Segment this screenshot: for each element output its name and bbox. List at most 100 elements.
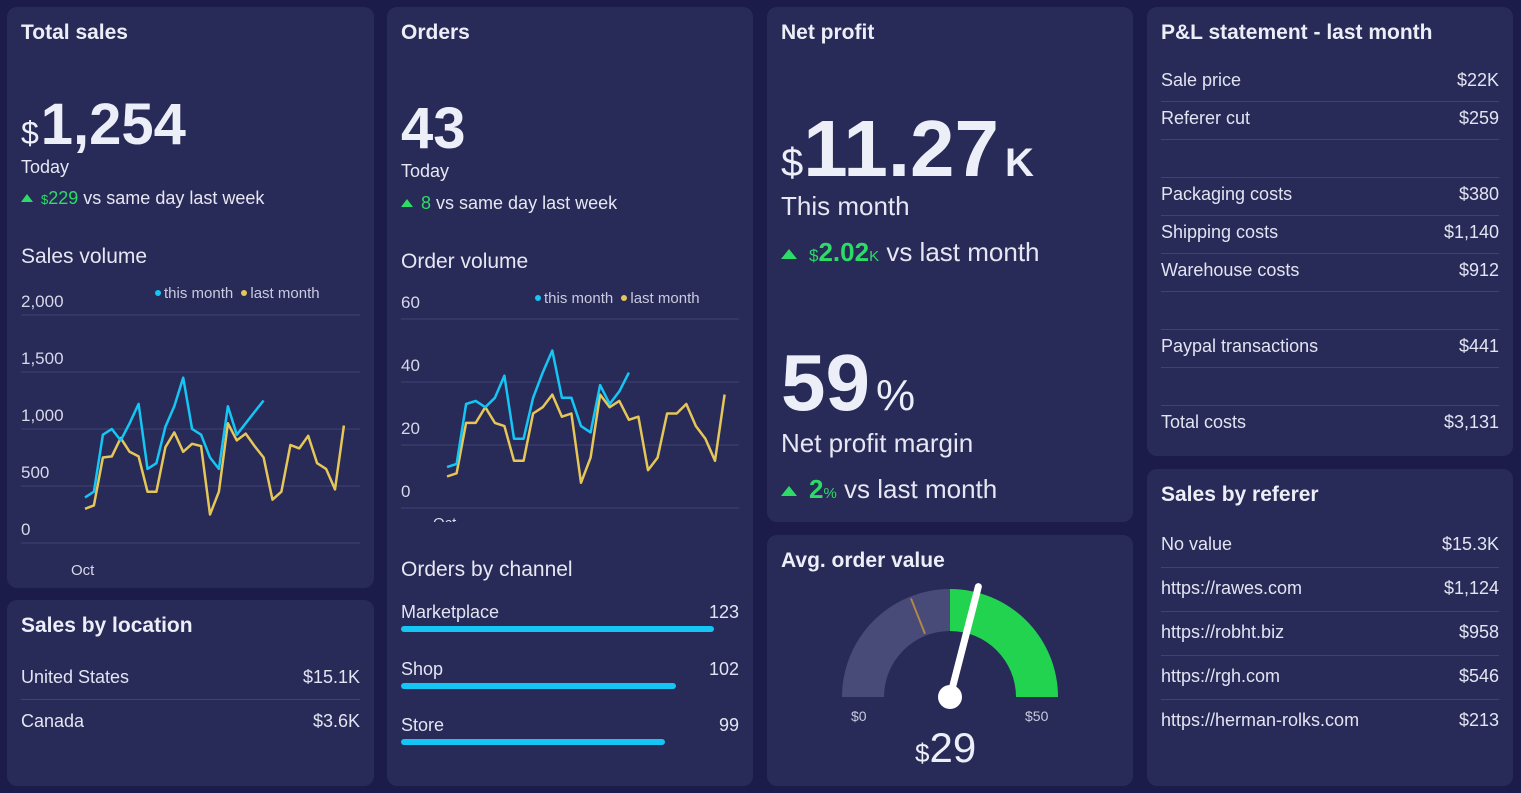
total-sales-amount: 1,254: [40, 92, 186, 157]
channel-bar: [401, 739, 665, 745]
table-row: https://herman-rolks.com $213: [1161, 710, 1499, 731]
table-row: Shipping costs $1,140: [1161, 222, 1499, 243]
table-row: Paypal transactions $441: [1161, 336, 1499, 357]
total-sales-delta: $229 vs same day last week: [21, 188, 264, 209]
orders-delta: 8 vs same day last week: [401, 193, 617, 214]
row-value: $441: [1458, 336, 1499, 356]
row-divider: [1161, 291, 1499, 292]
channel-row: Shop 102: [401, 659, 739, 680]
channel-value: 99: [718, 715, 739, 735]
x-tick-label: Oct: [433, 515, 457, 522]
row-value: $15.3K: [1441, 534, 1499, 554]
row-label: Packaging costs: [1161, 184, 1293, 204]
delta-amount: 2.02: [818, 237, 870, 267]
total-sales-title: Total sales: [21, 21, 128, 44]
net-profit-card: Net profit $11.27 K This month $2.02 K vs …: [767, 7, 1133, 522]
gauge-fill: [950, 589, 1058, 697]
net-profit-margin-label: Net profit margin: [781, 428, 974, 458]
row-label: No value: [1161, 534, 1233, 554]
legend-dot-icon: [535, 295, 541, 301]
order-volume-chart: 0 20 40 60 Oct: [401, 293, 739, 522]
row-value: $1,140: [1443, 222, 1499, 242]
up-arrow-icon: [401, 199, 413, 207]
gauge-max-label: $50: [1025, 708, 1049, 724]
row-label: https://rawes.com: [1161, 578, 1303, 598]
legend-last-month: last month: [630, 290, 700, 307]
avg-order-value: $29: [915, 724, 976, 772]
delta-text: vs last month: [886, 237, 1040, 267]
currency-symbol: $: [915, 738, 930, 768]
aov-amount: 29: [929, 724, 977, 771]
pl-statement-title: P&L statement - last month: [1161, 21, 1433, 44]
location-value: $3.6K: [312, 711, 360, 731]
legend-this-month: this month: [164, 285, 234, 302]
net-profit-suffix: K: [1005, 141, 1034, 185]
delta-amount: 229: [48, 188, 79, 208]
gauge-pivot: [938, 685, 962, 709]
y-tick-label: 1,500: [21, 349, 64, 368]
delta-amount: 8: [421, 193, 432, 213]
up-arrow-icon: [781, 249, 797, 259]
location-name: Canada: [21, 711, 85, 731]
table-row: No value $15.3K: [1161, 534, 1499, 555]
row-label: https://rgh.com: [1161, 666, 1281, 686]
sales-by-referer-card: Sales by referer No value $15.3K https://r…: [1147, 469, 1513, 786]
channel-name: Store: [401, 715, 445, 735]
channel-name: Shop: [401, 659, 444, 679]
net-profit-period: This month: [781, 191, 910, 221]
row-value: $958: [1458, 622, 1499, 642]
row-label: https://robht.biz: [1161, 622, 1285, 642]
series-line-last-month: [84, 422, 346, 516]
row-divider: [1161, 253, 1499, 254]
row-label: Total costs: [1161, 412, 1247, 432]
net-profit-amount: 11.27: [803, 104, 1000, 193]
orders-period: Today: [401, 161, 450, 181]
sales-volume-chart: 0 500 1,000 1,500 2,000 Oct: [21, 292, 360, 577]
legend-dot-icon: [621, 295, 628, 301]
orders-title: Orders: [401, 21, 470, 44]
row-value: $1,124: [1443, 578, 1499, 598]
table-row: Warehouse costs $912: [1161, 260, 1499, 281]
y-tick-label: 1,000: [21, 406, 64, 425]
table-row: United States $15.1K: [21, 667, 360, 688]
delta-currency: $: [41, 192, 49, 207]
row-label: Shipping costs: [1161, 222, 1279, 242]
y-tick-label: 0: [21, 520, 30, 539]
currency-symbol: $: [781, 141, 804, 185]
series-line-this-month: [84, 376, 265, 499]
row-label: Sale price: [1161, 70, 1242, 90]
row-label: https://herman-rolks.com: [1161, 710, 1360, 730]
delta-suffix: %: [823, 485, 837, 502]
row-divider: [1161, 611, 1499, 612]
channel-bar: [401, 683, 676, 689]
row-value: $380: [1458, 184, 1499, 204]
table-row: https://robht.biz $958: [1161, 622, 1499, 643]
table-row: https://rgh.com $546: [1161, 666, 1499, 687]
y-tick-label: 20: [401, 419, 420, 438]
y-tick-label: 500: [21, 463, 49, 482]
delta-currency: $: [809, 246, 819, 265]
net-profit-title: Net profit: [781, 21, 875, 44]
gauge-track: [842, 589, 950, 697]
net-profit-value: $11.27 K: [781, 103, 1034, 195]
table-row: Canada $3.6K: [21, 711, 360, 732]
row-value: $546: [1458, 666, 1499, 686]
row-divider: [21, 699, 360, 700]
gauge-min-label: $0: [851, 708, 867, 724]
legend-last-month: last month: [250, 285, 320, 302]
total-sales-card: Total sales $1,254 Today $229 vs same da…: [7, 7, 374, 588]
row-value: $3,131: [1443, 412, 1499, 432]
channel-value: 102: [708, 659, 739, 679]
avg-order-value-title: Avg. order value: [781, 549, 945, 572]
row-value: $259: [1458, 108, 1499, 128]
sales-by-location-card: Sales by location United States $15.1K C…: [7, 600, 374, 786]
row-divider: [1161, 177, 1499, 178]
pl-statement-card: P&L statement - last month Sale price $22…: [1147, 7, 1513, 456]
location-value: $15.1K: [302, 667, 360, 687]
y-tick-label: 60: [401, 293, 420, 312]
legend-dot-icon: [155, 290, 161, 296]
legend-dot-icon: [241, 290, 248, 296]
up-arrow-icon: [781, 486, 797, 496]
orders-by-channel-title: Orders by channel: [401, 558, 573, 581]
channel-row: Marketplace 123: [401, 602, 739, 623]
